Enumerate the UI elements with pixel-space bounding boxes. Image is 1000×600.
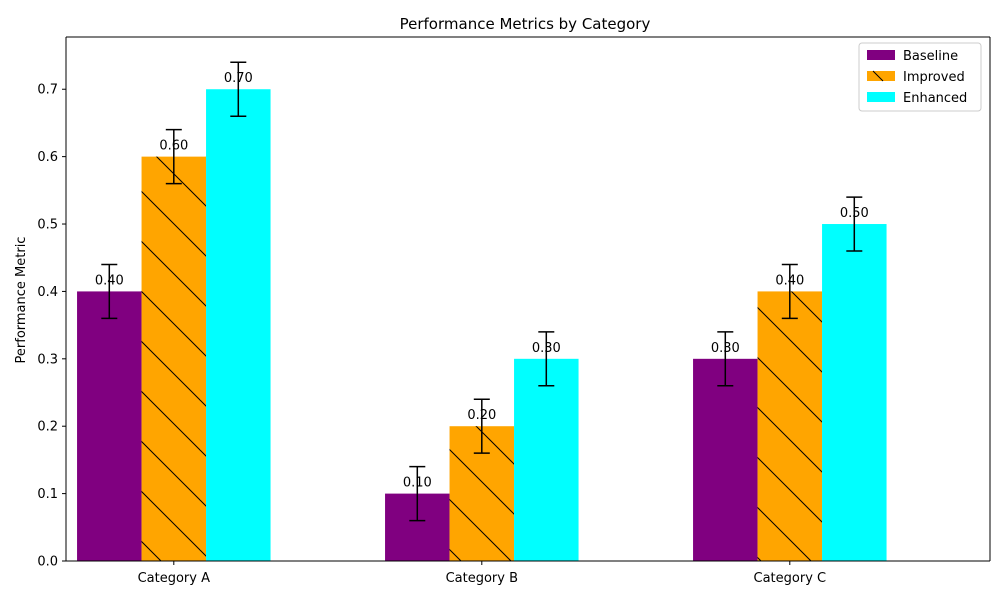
legend-swatch-enhanced: [867, 92, 895, 102]
legend-swatch-improved: [867, 71, 895, 81]
data-label-baseline-0: 0.40: [95, 273, 124, 288]
bar-enhanced-1: [514, 358, 579, 561]
data-label-improved-0: 0.60: [159, 139, 188, 154]
legend-hatch-improved: [872, 70, 884, 82]
data-label-improved-2: 0.40: [775, 273, 804, 288]
bar-baseline-0: [77, 291, 142, 561]
data-label-baseline-1: 0.10: [403, 476, 432, 491]
error-bars-layer: [101, 61, 863, 522]
data-label-enhanced-0: 0.70: [224, 71, 253, 86]
x-tick-label-1: Category B: [446, 571, 518, 586]
bars-layer: [77, 89, 887, 562]
legend-swatch-baseline: [867, 50, 895, 60]
y-tick-label-0.2: 0.2: [37, 420, 58, 435]
y-tick-label-0.7: 0.7: [37, 83, 58, 98]
x-tick-label-0: Category A: [138, 571, 211, 586]
legend-hatch-line: [872, 70, 884, 82]
legend-label-baseline: Baseline: [903, 49, 958, 64]
y-tick-label-0.5: 0.5: [37, 218, 58, 233]
axes-layer: 0.0 0.1 0.2 0.3 0.4 0.5 0.6 0.7 Category A Catego…: [37, 36, 991, 586]
bar-enhanced-0: [206, 89, 271, 562]
bar-enhanced-2: [822, 224, 887, 561]
bar-baseline-2: [693, 358, 758, 561]
data-label-enhanced-1: 0.30: [532, 341, 561, 356]
data-label-baseline-2: 0.30: [711, 341, 740, 356]
data-label-enhanced-2: 0.50: [840, 206, 869, 221]
legend-label-improved: Improved: [903, 70, 965, 85]
y-tick-label-0.1: 0.1: [37, 487, 58, 502]
y-tick-label-0: 0.0: [37, 555, 58, 570]
legend: Baseline Improved Enhanced: [858, 42, 982, 112]
y-tick-label-0.6: 0.6: [37, 150, 58, 165]
data-labels-layer: 0.40 0.10 0.30 0.60 0.20 0.40 0.70 0.30 0.50: [95, 71, 869, 490]
y-tick-label-0.4: 0.4: [37, 285, 58, 300]
bar-hatch-improved-2: [757, 291, 823, 561]
y-axis-label: Performance Metric: [14, 237, 29, 364]
y-tick-label-0.3: 0.3: [37, 352, 58, 367]
x-tick-label-2: Category C: [754, 571, 827, 586]
legend-label-enhanced: Enhanced: [903, 91, 967, 106]
bar-hatch-improved-0: [141, 156, 207, 561]
data-label-improved-1: 0.20: [467, 408, 496, 423]
chart-title: Performance Metrics by Category: [400, 15, 651, 33]
